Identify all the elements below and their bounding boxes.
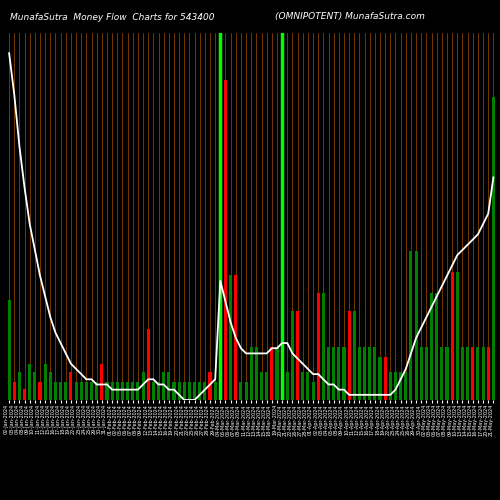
Bar — [430, 293, 433, 400]
Bar — [49, 372, 52, 400]
Bar — [131, 382, 134, 400]
Bar — [276, 346, 278, 400]
Bar — [466, 346, 469, 400]
Bar — [126, 382, 129, 400]
Bar — [332, 346, 335, 400]
Bar — [100, 364, 103, 400]
Bar — [34, 372, 36, 400]
Bar — [188, 382, 191, 400]
Bar — [80, 382, 83, 400]
Bar — [106, 382, 108, 400]
Bar — [64, 382, 68, 400]
Bar — [12, 382, 16, 400]
Bar — [229, 276, 232, 400]
Bar — [338, 346, 340, 400]
Bar — [404, 372, 407, 400]
Bar — [440, 346, 444, 400]
Bar — [446, 346, 448, 400]
Bar — [54, 382, 57, 400]
Bar — [435, 293, 438, 400]
Bar — [219, 62, 222, 400]
Bar — [312, 382, 314, 400]
Bar — [23, 390, 26, 400]
Bar — [286, 372, 289, 400]
Bar — [414, 250, 418, 400]
Bar — [316, 293, 320, 400]
Bar — [152, 382, 155, 400]
Bar — [162, 372, 165, 400]
Text: MunafaSutra  Money Flow  Charts for 543400: MunafaSutra Money Flow Charts for 543400 — [10, 12, 214, 22]
Bar — [204, 382, 206, 400]
Bar — [363, 346, 366, 400]
Bar — [142, 372, 144, 400]
Bar — [471, 346, 474, 400]
Bar — [265, 372, 268, 400]
Bar — [352, 311, 356, 400]
Bar — [168, 372, 170, 400]
Bar — [44, 364, 46, 400]
Bar — [399, 372, 402, 400]
Bar — [384, 358, 386, 400]
Bar — [74, 382, 78, 400]
Bar — [410, 250, 412, 400]
Text: (OMNIPOTENT) MunafaSutra.com: (OMNIPOTENT) MunafaSutra.com — [275, 12, 425, 22]
Bar — [291, 311, 294, 400]
Bar — [255, 346, 258, 400]
Bar — [476, 346, 480, 400]
Bar — [121, 382, 124, 400]
Bar — [260, 372, 263, 400]
Bar — [342, 346, 345, 400]
Bar — [389, 372, 392, 400]
Bar — [394, 372, 397, 400]
Bar — [110, 382, 114, 400]
Bar — [450, 272, 454, 400]
Bar — [280, 372, 283, 400]
Bar — [482, 346, 484, 400]
Bar — [348, 311, 350, 400]
Bar — [95, 382, 98, 400]
Bar — [327, 346, 330, 400]
Bar — [301, 372, 304, 400]
Bar — [492, 98, 495, 400]
Bar — [38, 382, 42, 400]
Bar — [136, 382, 140, 400]
Bar — [70, 372, 72, 400]
Bar — [296, 311, 299, 400]
Bar — [198, 382, 202, 400]
Bar — [461, 346, 464, 400]
Bar — [322, 293, 325, 400]
Bar — [172, 382, 176, 400]
Bar — [244, 382, 248, 400]
Bar — [59, 382, 62, 400]
Bar — [368, 346, 372, 400]
Bar — [250, 346, 253, 400]
Bar — [486, 346, 490, 400]
Bar — [28, 364, 32, 400]
Bar — [214, 382, 216, 400]
Bar — [378, 358, 382, 400]
Bar — [193, 382, 196, 400]
Bar — [420, 346, 423, 400]
Bar — [146, 329, 150, 400]
Bar — [306, 372, 310, 400]
Bar — [85, 382, 88, 400]
Bar — [240, 382, 242, 400]
Bar — [425, 346, 428, 400]
Bar — [234, 276, 237, 400]
Bar — [116, 382, 119, 400]
Bar — [224, 80, 227, 400]
Bar — [157, 382, 160, 400]
Bar — [208, 372, 212, 400]
Bar — [90, 382, 93, 400]
Bar — [8, 300, 10, 400]
Bar — [456, 272, 459, 400]
Bar — [374, 346, 376, 400]
Bar — [178, 382, 180, 400]
Bar — [358, 346, 361, 400]
Bar — [182, 382, 186, 400]
Bar — [270, 346, 274, 400]
Bar — [18, 372, 21, 400]
